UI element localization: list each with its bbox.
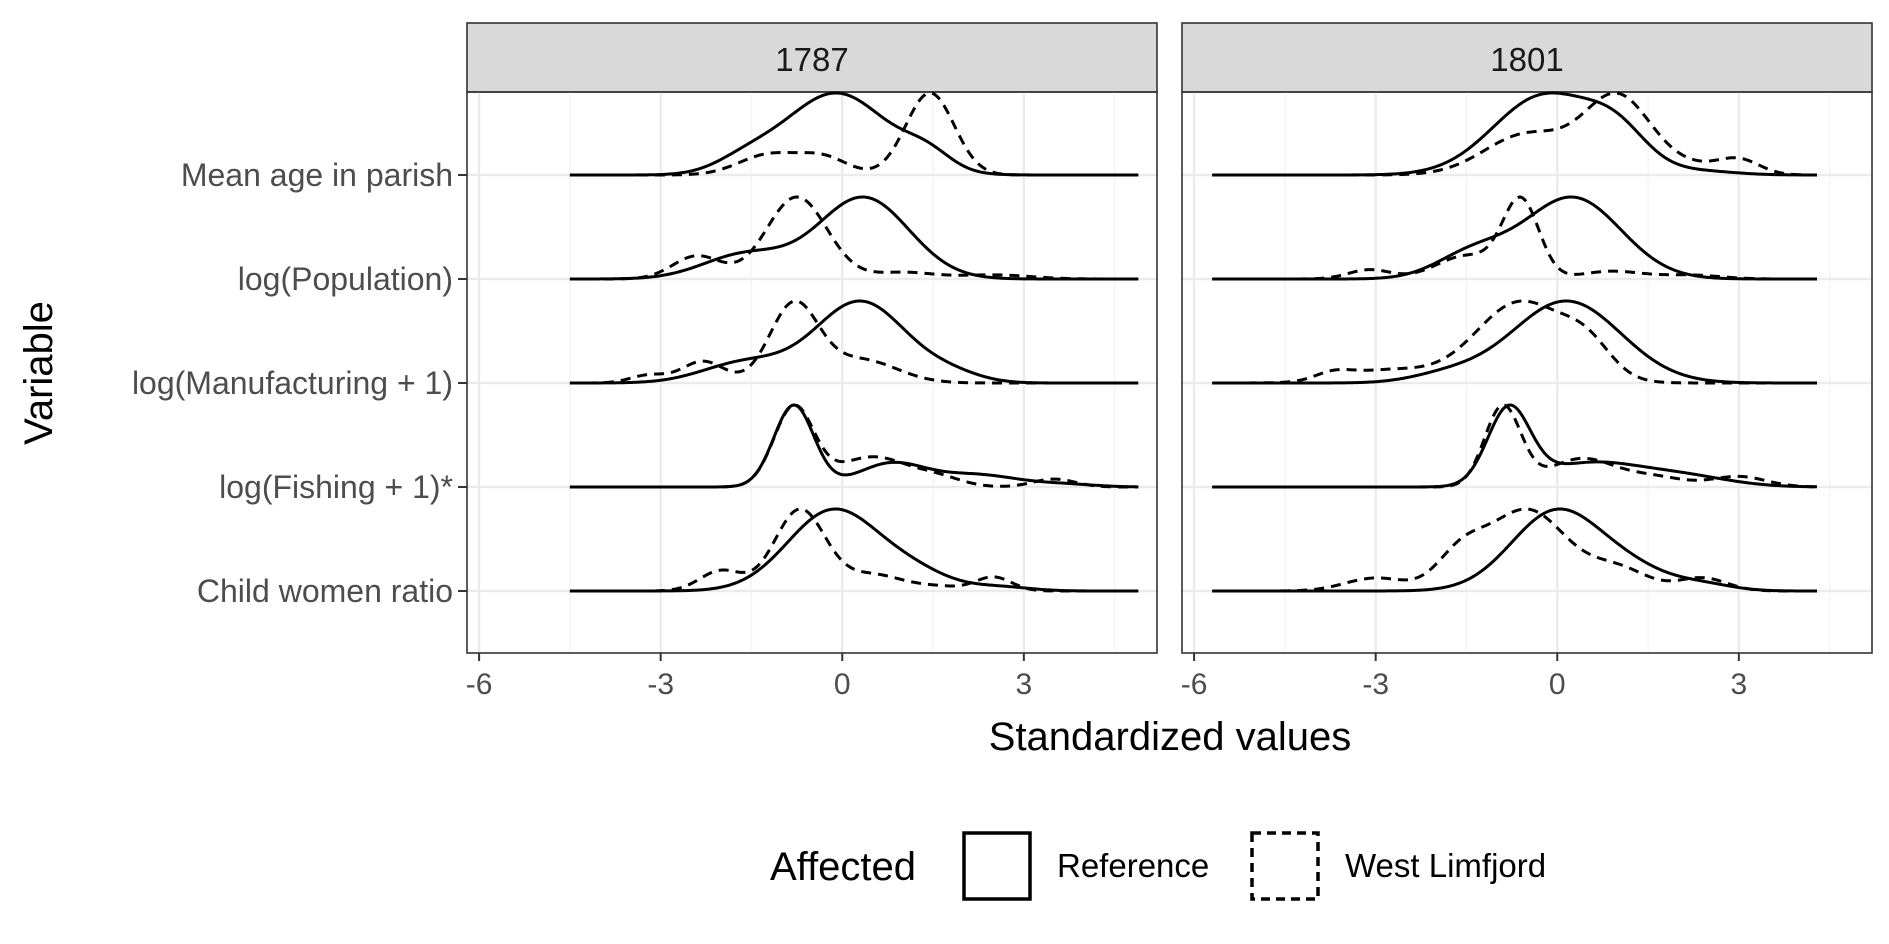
density-line-reference bbox=[1212, 91, 1817, 177]
density-line-reference bbox=[569, 195, 1139, 281]
ridge-log-population bbox=[1212, 195, 1817, 281]
y-axis: Mean age in parish log(Population) log(Man… bbox=[132, 157, 467, 609]
density-line-reference bbox=[1212, 403, 1817, 489]
panel-strip bbox=[466, 22, 1158, 93]
y-category-label: log(Population) bbox=[238, 261, 453, 297]
y-category-label: log(Fishing + 1)* bbox=[219, 469, 453, 505]
density-line-reference bbox=[569, 299, 1139, 385]
legend-title: Affected bbox=[770, 845, 916, 889]
density-line-reference bbox=[1212, 299, 1817, 385]
density-line-reference bbox=[569, 91, 1139, 177]
panel-1787: 1787 -6 -3 0 3 bbox=[466, 22, 1158, 701]
panel-strip-title: 1787 bbox=[775, 41, 848, 78]
density-line-reference bbox=[569, 403, 1139, 489]
panel-border bbox=[466, 91, 1158, 654]
density-line-west-limfjord bbox=[1212, 195, 1817, 281]
panel-strip bbox=[1181, 22, 1873, 93]
ridge-log-manufacturing-1 bbox=[1212, 299, 1817, 385]
density-line-west-limfjord bbox=[1212, 299, 1817, 385]
density-line-west-limfjord bbox=[1212, 91, 1817, 177]
density-line-west-limfjord bbox=[569, 195, 1139, 281]
density-line-west-limfjord bbox=[569, 299, 1139, 385]
ridge-mean-age-in-parish bbox=[1212, 91, 1817, 177]
panels-layer: 1787 -6 -3 0 3 1801 -6 -3 0 3 bbox=[466, 22, 1873, 701]
density-line-west-limfjord bbox=[1212, 507, 1817, 593]
panel-strip-title: 1801 bbox=[1490, 41, 1563, 78]
x-tick-label: -6 bbox=[466, 668, 493, 701]
legend-label-reference: Reference bbox=[1057, 847, 1209, 884]
ridge-log-manufacturing-1 bbox=[569, 299, 1139, 385]
ridge-mean-age-in-parish bbox=[569, 91, 1139, 177]
density-line-west-limfjord bbox=[569, 91, 1139, 177]
ridge-log-fishing-1 bbox=[569, 403, 1139, 489]
legend: Affected Reference West Limfjord bbox=[770, 831, 1546, 901]
y-axis-title: Variable bbox=[17, 301, 61, 445]
x-tick-label: 3 bbox=[1730, 668, 1747, 701]
ridge-log-fishing-1 bbox=[1212, 403, 1817, 489]
x-tick-label: 3 bbox=[1015, 668, 1032, 701]
x-tick-label: -6 bbox=[1181, 668, 1208, 701]
density-line-west-limfjord bbox=[1212, 403, 1817, 489]
legend-key-reference bbox=[962, 831, 1032, 901]
density-line-reference bbox=[569, 507, 1139, 593]
density-line-west-limfjord bbox=[569, 403, 1139, 489]
density-line-west-limfjord bbox=[569, 507, 1139, 593]
ridge-child-women-ratio bbox=[569, 507, 1139, 593]
x-tick-label: 0 bbox=[1549, 668, 1566, 701]
panel-border bbox=[1181, 91, 1873, 654]
y-category-label: Mean age in parish bbox=[181, 157, 453, 193]
legend-label-west-limfjord: West Limfjord bbox=[1345, 847, 1546, 884]
ridge-log-population bbox=[569, 195, 1139, 281]
density-line-reference bbox=[1212, 507, 1817, 593]
x-tick-label: -3 bbox=[647, 668, 674, 701]
x-tick-label: 0 bbox=[834, 668, 851, 701]
x-axis-title: Standardized values bbox=[989, 715, 1351, 759]
panel-1801: 1801 -6 -3 0 3 bbox=[1181, 22, 1873, 701]
x-axis: -6 -3 0 3 bbox=[1181, 653, 1747, 701]
x-axis: -6 -3 0 3 bbox=[466, 653, 1032, 701]
ridge-child-women-ratio bbox=[1212, 507, 1817, 593]
y-category-label: Child women ratio bbox=[197, 573, 453, 609]
legend-key-west-limfjord bbox=[1250, 831, 1320, 901]
y-category-label: log(Manufacturing + 1) bbox=[132, 365, 453, 401]
x-tick-label: -3 bbox=[1362, 668, 1389, 701]
density-line-reference bbox=[1212, 195, 1817, 281]
